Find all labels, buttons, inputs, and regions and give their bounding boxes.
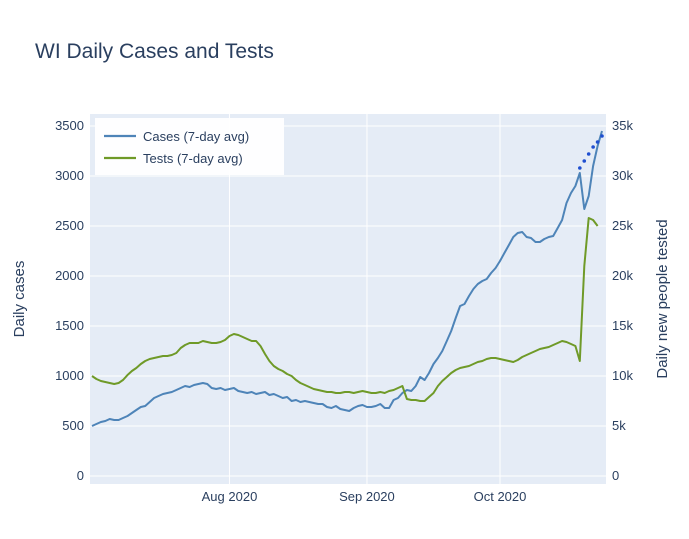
y-axis-ticks: 0 500 1000 1500 2000 2500 3000 3500 [55, 118, 84, 483]
y2-tick-label: 0 [612, 468, 619, 483]
y2-tick-label: 15k [612, 318, 633, 333]
y-tick-label: 0 [77, 468, 84, 483]
y2-tick-label: 5k [612, 418, 626, 433]
y2-axis-title: Daily new people tested [654, 219, 671, 378]
x-axis-ticks: Aug 2020 Sep 2020 Oct 2020 [202, 489, 527, 504]
y-tick-label: 1500 [55, 318, 84, 333]
series-line-tests [91, 217, 599, 402]
y2-tick-label: 30k [612, 168, 633, 183]
y-tick-label: 2500 [55, 218, 84, 233]
projection-point [591, 145, 595, 149]
y2-axis-ticks: 0 5k 10k 15k 20k 25k 30k 35k [612, 118, 633, 483]
legend-item-cases[interactable]: Cases (7-day avg) [143, 129, 249, 144]
y-axis-title: Daily cases [11, 261, 28, 338]
projection-point [582, 159, 587, 163]
projection-point [600, 134, 604, 138]
legend-item-tests[interactable]: Tests (7-day avg) [143, 151, 243, 166]
y-tick-label: 3000 [55, 168, 84, 183]
y-tick-label: 1000 [55, 368, 84, 383]
projection-point [595, 140, 600, 144]
y-tick-label: 3500 [55, 118, 84, 133]
x-tick-label: Oct 2020 [474, 489, 527, 504]
x-tick-label: Sep 2020 [339, 489, 395, 504]
y2-tick-label: 25k [612, 218, 633, 233]
y2-tick-label: 35k [612, 118, 633, 133]
y2-tick-label: 20k [612, 268, 633, 283]
projection-point [578, 166, 582, 170]
projection-point [586, 152, 591, 156]
legend-box [95, 118, 284, 175]
y2-tick-label: 10k [612, 368, 633, 383]
legend[interactable]: Cases (7-day avg) Tests (7-day avg) [95, 118, 284, 175]
chart-title: WI Daily Cases and Tests [35, 40, 274, 63]
y-tick-label: 500 [62, 418, 84, 433]
series-lines [91, 130, 604, 427]
y-tick-label: 2000 [55, 268, 84, 283]
x-tick-label: Aug 2020 [202, 489, 258, 504]
series-line-cases [91, 130, 603, 427]
